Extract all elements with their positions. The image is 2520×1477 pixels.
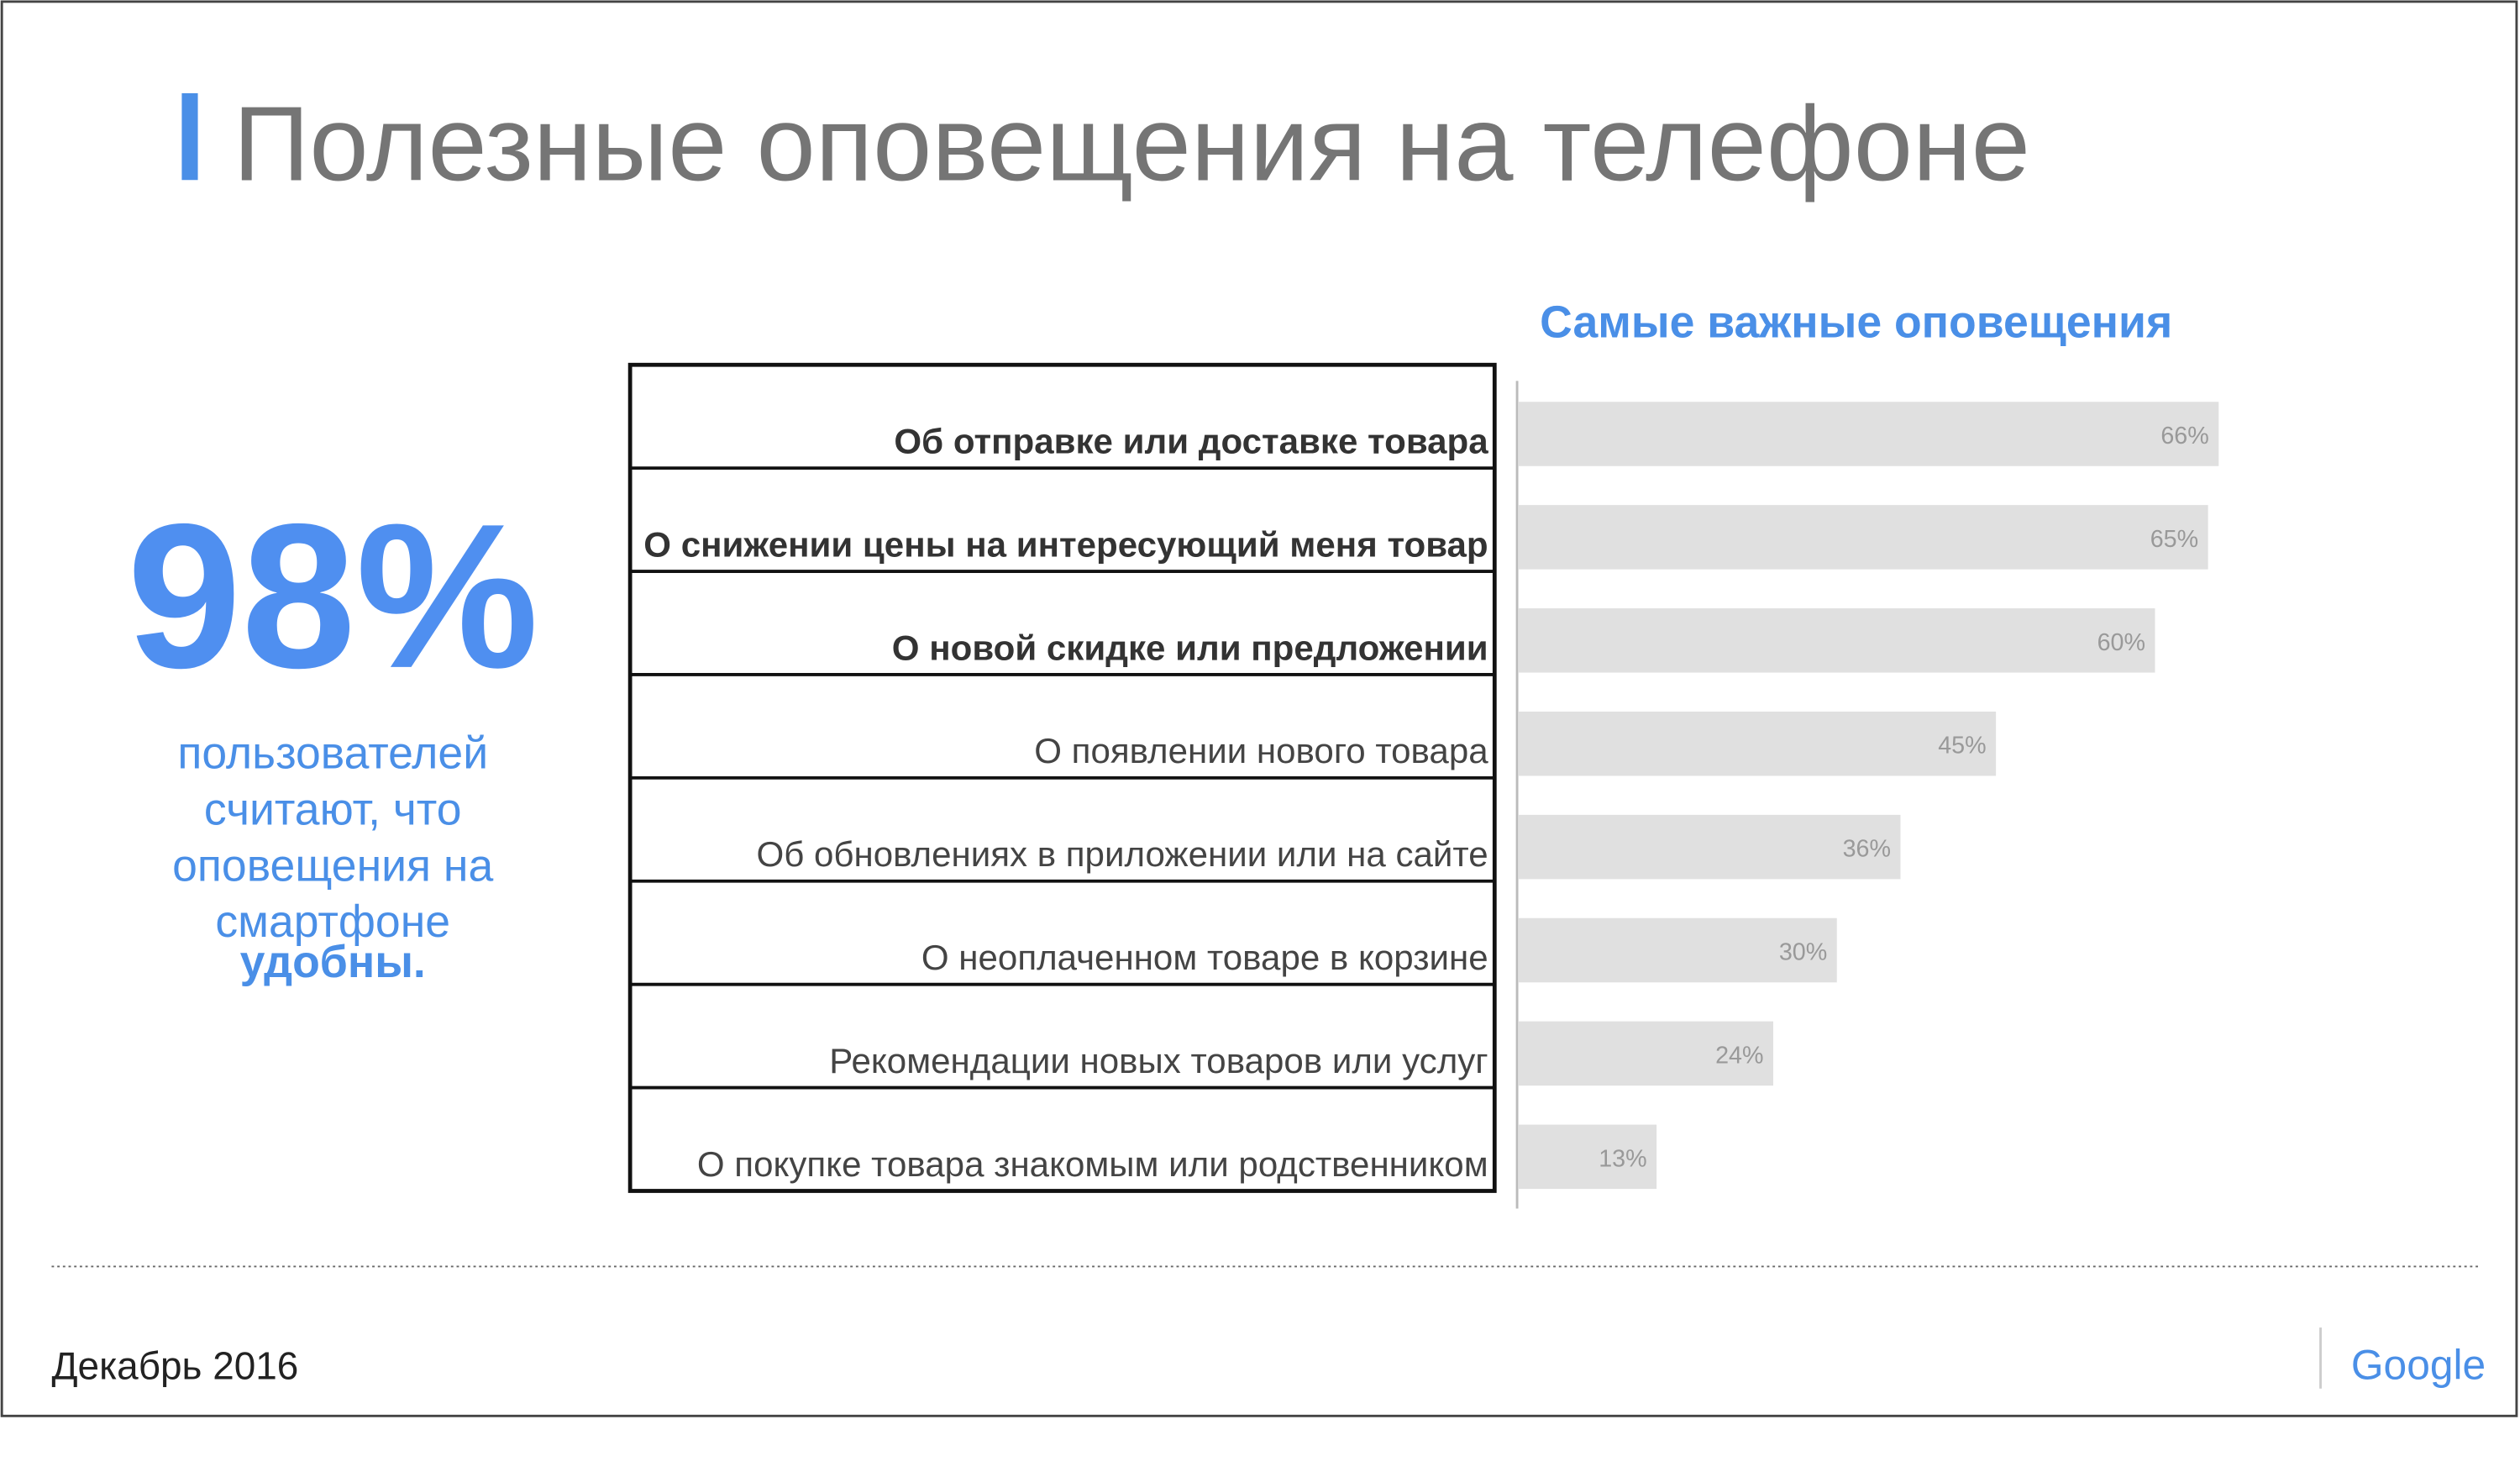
chart-title: Самые важные оповещения	[1540, 298, 2172, 348]
stat-caption: смартфоне	[215, 897, 450, 947]
value-label: 45%	[1938, 733, 1986, 760]
bar	[1518, 608, 2155, 673]
category-label: Рекомендации новых товаров или услуг	[829, 1041, 1488, 1080]
stat-caption: считают, что	[204, 785, 462, 834]
bar	[1518, 711, 1997, 776]
bar	[1518, 505, 2208, 570]
bar	[1518, 917, 1837, 983]
value-label: 30%	[1779, 939, 1827, 966]
category-label: О новой скидке или предложении	[892, 628, 1488, 667]
logo: Google	[2351, 1341, 2486, 1388]
value-label: 13%	[1599, 1145, 1646, 1172]
footer-date: Декабрь 2016	[51, 1343, 298, 1387]
value-label: 24%	[1715, 1042, 1763, 1069]
category-label: Об отправке или доставке товара	[894, 421, 1488, 460]
slide-frame	[0, 0, 2518, 1417]
category-label: О неоплаченном товаре в корзине	[921, 938, 1488, 977]
stat-caption: оповещения на	[172, 841, 493, 891]
stat-value: 98%	[127, 481, 538, 711]
category-label: О появлении нового товара	[1034, 731, 1488, 770]
value-label: 60%	[2097, 629, 2145, 656]
bar	[1518, 814, 1901, 880]
title-accent	[181, 92, 198, 181]
category-label: О покупке товара знакомым или родственни…	[697, 1144, 1488, 1184]
stat-emphasis: удобны.	[240, 938, 426, 987]
category-label: О снижении цены на интересующий меня тов…	[643, 524, 1488, 564]
slide-title: Полезные оповещения на телефоне	[234, 84, 2030, 202]
value-label: 36%	[1843, 836, 1891, 863]
bar	[1518, 1021, 1773, 1086]
stat-caption: пользователей	[177, 728, 488, 778]
category-label: Об обновлениях в приложении или на сайте	[756, 834, 1488, 874]
value-label: 65%	[2150, 526, 2198, 553]
bar	[1518, 402, 2219, 466]
bar	[1518, 1124, 1657, 1190]
value-label: 66%	[2160, 423, 2208, 449]
